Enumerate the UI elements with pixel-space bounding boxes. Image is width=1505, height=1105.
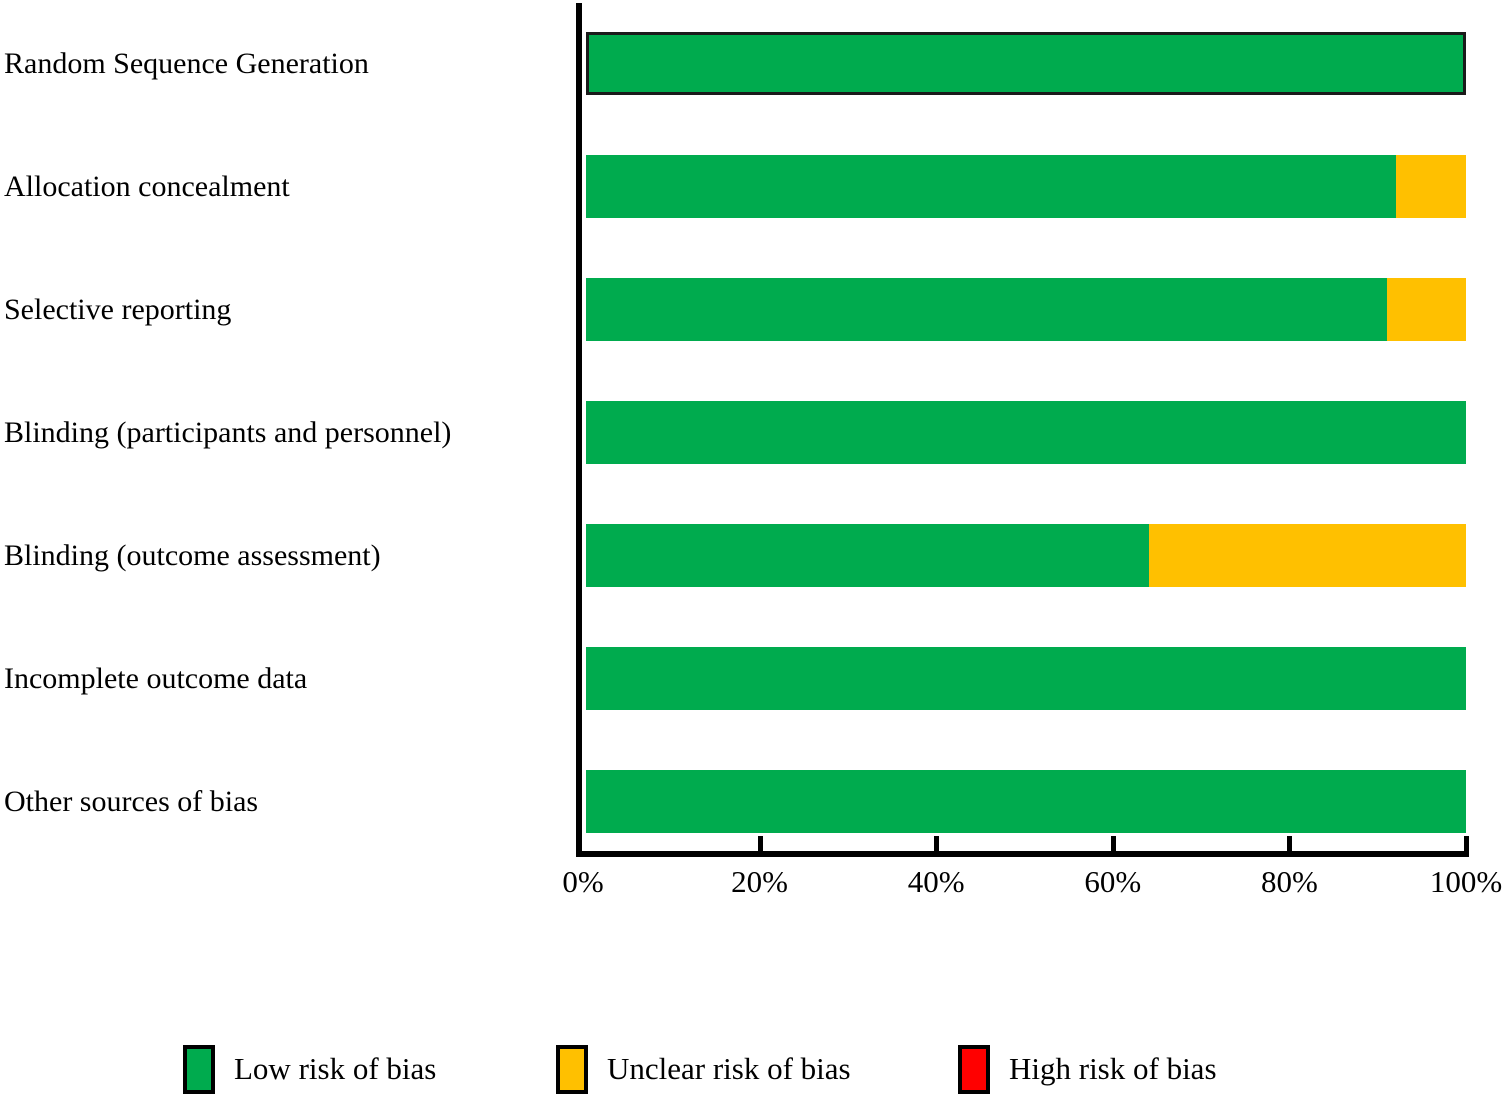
legend-item-low-risk: Low risk of bias: [183, 1044, 436, 1094]
bar-row: [586, 401, 1466, 464]
legend-swatch-unclear-risk: [556, 1044, 588, 1094]
x-axis-tick-label: 80%: [1260, 864, 1318, 899]
x-axis-tick-label: 20%: [731, 864, 788, 899]
x-axis-tick-label: 100%: [1429, 864, 1503, 899]
x-axis-tick: [934, 836, 940, 851]
x-axis-tick-label: 0%: [562, 864, 604, 899]
bar-segment-low: [586, 401, 1466, 464]
x-axis-tick: [1110, 836, 1116, 851]
category-label: Incomplete outcome data: [4, 662, 308, 695]
bar-segment-low: [586, 278, 1387, 341]
x-axis-tick-label: 40%: [907, 864, 965, 899]
x-axis-tick-label: 60%: [1084, 864, 1142, 899]
bar-segment-unclear: [1149, 524, 1466, 587]
y-axis-line: [576, 3, 582, 857]
category-label: Other sources of bias: [4, 785, 259, 818]
legend-label-low-risk: Low risk of bias: [234, 1051, 437, 1086]
category-label: Blinding (participants and personnel): [4, 416, 452, 449]
category-label: Blinding (outcome assessment): [4, 539, 381, 572]
category-label: Random Sequence Generation: [4, 47, 369, 80]
bar-row: [586, 155, 1466, 218]
bar-row: [586, 32, 1466, 95]
legend-item-high-risk: High risk of bias: [958, 1044, 1217, 1094]
x-axis-tick: [1287, 836, 1293, 851]
bar-row: [586, 647, 1466, 710]
bar-segment-low: [586, 524, 1150, 587]
bar-row: [586, 524, 1466, 587]
x-axis-tick: [1464, 836, 1469, 851]
bar-segment-low: [586, 647, 1466, 710]
legend-label-unclear-risk: Unclear risk of bias: [607, 1051, 851, 1086]
bar-row: [586, 770, 1466, 833]
x-axis-line: [576, 851, 1469, 857]
bar-segment-unclear: [1395, 155, 1466, 218]
legend-label-high-risk: High risk of bias: [1009, 1051, 1217, 1086]
category-label: Allocation concealment: [4, 170, 290, 203]
bar-segment-low: [586, 770, 1466, 833]
legend-swatch-high-risk: [958, 1044, 990, 1094]
bar-row: [586, 278, 1466, 341]
legend-swatch-low-risk: [183, 1044, 215, 1094]
bar-segment-unclear: [1386, 278, 1466, 341]
legend-item-unclear-risk: Unclear risk of bias: [556, 1044, 851, 1094]
category-label: Selective reporting: [4, 293, 232, 326]
bar-segment-low: [586, 155, 1396, 218]
x-axis-tick: [757, 836, 763, 851]
bar-segment-low: [589, 35, 1463, 92]
